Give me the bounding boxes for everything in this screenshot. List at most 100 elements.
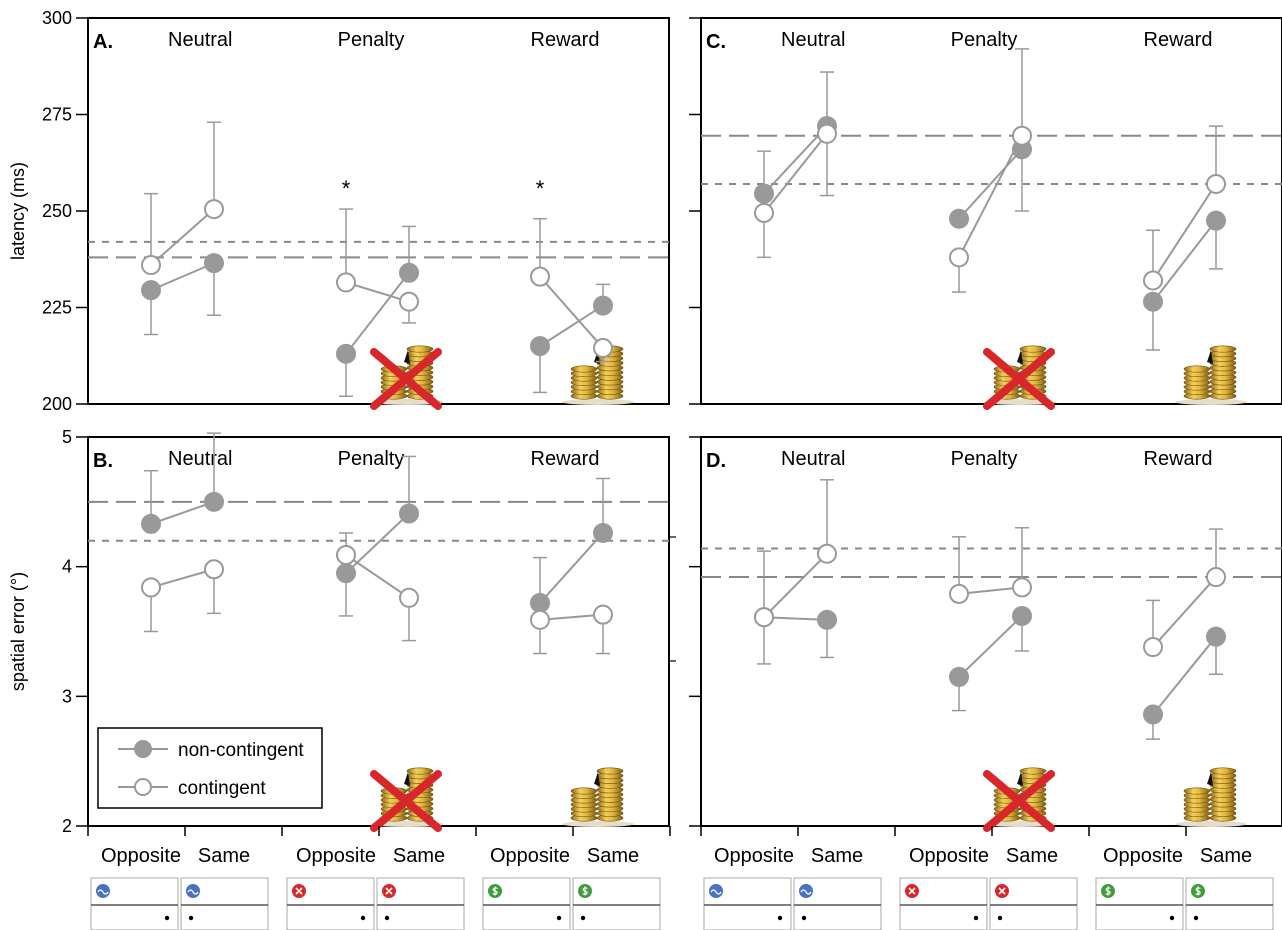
- coin-shadow: [562, 821, 634, 827]
- condition-title-reward: Reward: [1144, 29, 1213, 51]
- data-point-contingent: [593, 604, 613, 625]
- significance-star: *: [536, 176, 545, 201]
- data-point-contingent: [204, 559, 224, 580]
- series-line-non-contingent: [958, 615, 1023, 678]
- y-tick-label: 5: [62, 427, 72, 447]
- cue-box: [180, 877, 269, 930]
- legend-marker-non-contingent: [134, 740, 152, 758]
- series-line-contingent: [763, 133, 828, 214]
- crossed-out-coins-icon: [983, 345, 1057, 410]
- x-category-label-opposite: Opposite: [296, 845, 376, 867]
- x-category-label-same: Same: [198, 845, 250, 867]
- wave-glyph: [97, 889, 109, 895]
- wave-icon: [96, 884, 110, 898]
- condition-title-neutral: Neutral: [781, 448, 845, 470]
- data-point-non-contingent: [949, 208, 969, 229]
- series-line-non-contingent: [763, 125, 828, 195]
- data-point-contingent: [1143, 270, 1163, 291]
- cue-box: [90, 877, 179, 930]
- coin-stack-icon: [1175, 345, 1247, 405]
- series-line-non-contingent: [539, 532, 604, 604]
- wave-icon: [709, 884, 723, 898]
- x-category-label-opposite: Opposite: [101, 845, 181, 867]
- series-line-non-contingent: [345, 512, 410, 574]
- cross-stroke: [983, 348, 1055, 410]
- panel-a: 200 225 250 275 300 latency (ms) A. Neutral Pena…: [8, 8, 670, 414]
- x-category-label-opposite: Opposite: [1103, 845, 1183, 867]
- y-tick-label: 300: [42, 8, 72, 28]
- crossed-out-coins-icon: [370, 345, 444, 410]
- cue-box: [1185, 877, 1274, 930]
- condition-title-penalty: Penalty: [951, 448, 1018, 470]
- wave-icon: [186, 884, 200, 898]
- data-point-contingent: [1012, 125, 1032, 146]
- data-point-non-contingent: [1143, 291, 1163, 312]
- legend-label-contingent: contingent: [178, 778, 266, 799]
- cue-box: [989, 877, 1078, 930]
- series-line-contingent: [1152, 183, 1217, 282]
- data-point-contingent: [949, 583, 969, 604]
- target-dot: [973, 915, 979, 921]
- data-point-contingent: [204, 199, 224, 220]
- y-axis-label: latency (ms): [8, 162, 28, 260]
- series-line-contingent: [1152, 576, 1217, 648]
- plot-frame: [87, 17, 670, 405]
- series-line-non-contingent: [345, 272, 410, 355]
- coin-wedge: [594, 772, 600, 786]
- data-point-contingent: [593, 338, 613, 359]
- coin-stack-icon: [1175, 767, 1247, 827]
- series-line-contingent: [958, 135, 1023, 258]
- cue-box: [376, 877, 465, 930]
- coin-wedge: [404, 772, 410, 786]
- y-tick-label: 250: [42, 201, 72, 221]
- series-contingent: [141, 532, 613, 655]
- cue-box: [793, 877, 882, 930]
- cue-box: [1095, 877, 1184, 930]
- coin-shadow: [562, 399, 634, 405]
- panel-letter: D.: [706, 450, 726, 472]
- data-point-non-contingent: [1206, 626, 1226, 647]
- target-dot: [188, 915, 194, 921]
- x-category-label-opposite: Opposite: [909, 845, 989, 867]
- cue-box: [482, 877, 571, 930]
- target-dot: [801, 915, 807, 921]
- panel-letter: C.: [706, 31, 726, 53]
- cue-box: [572, 877, 661, 930]
- y-tick-label: 4: [62, 557, 72, 577]
- condition-title-neutral: Neutral: [781, 29, 845, 51]
- target-dot: [360, 915, 366, 921]
- legend: non-contingent contingent: [97, 727, 323, 809]
- legend-label-non-contingent: non-contingent: [178, 740, 304, 761]
- cross-stroke: [370, 770, 442, 832]
- data-point-contingent: [1206, 173, 1226, 194]
- coin: [406, 767, 434, 775]
- condition-title-reward: Reward: [531, 29, 600, 51]
- series-line-non-contingent: [1152, 636, 1217, 716]
- series-line-non-contingent: [1152, 220, 1217, 303]
- data-point-contingent: [1206, 567, 1226, 588]
- condition-title-penalty: Penalty: [338, 29, 405, 51]
- significance-star: *: [342, 176, 351, 201]
- dollar-glyph: [1105, 886, 1111, 896]
- data-point-contingent: [141, 255, 161, 276]
- data-point-contingent: [530, 266, 550, 287]
- data-point-contingent: [336, 272, 356, 293]
- coin-stack-icon: [562, 345, 634, 405]
- series-line-contingent: [539, 613, 604, 621]
- cross-stroke: [983, 770, 1055, 832]
- data-point-non-contingent: [593, 295, 613, 316]
- coin-wedge: [1207, 350, 1213, 364]
- y-tick-label: 275: [42, 105, 72, 125]
- coin: [570, 365, 598, 373]
- data-point-non-contingent: [204, 491, 224, 512]
- x-category-label-opposite: Opposite: [714, 845, 794, 867]
- dollar-glyph: [582, 886, 588, 896]
- data-point-non-contingent: [817, 609, 837, 630]
- series-line-contingent: [539, 275, 604, 349]
- data-point-non-contingent: [399, 262, 419, 283]
- series-line-non-contingent: [763, 616, 828, 621]
- series-contingent: [141, 121, 613, 363]
- panel-letter: B.: [93, 450, 113, 472]
- panel-c: C. Neutral Penalty Reward: [689, 17, 1282, 410]
